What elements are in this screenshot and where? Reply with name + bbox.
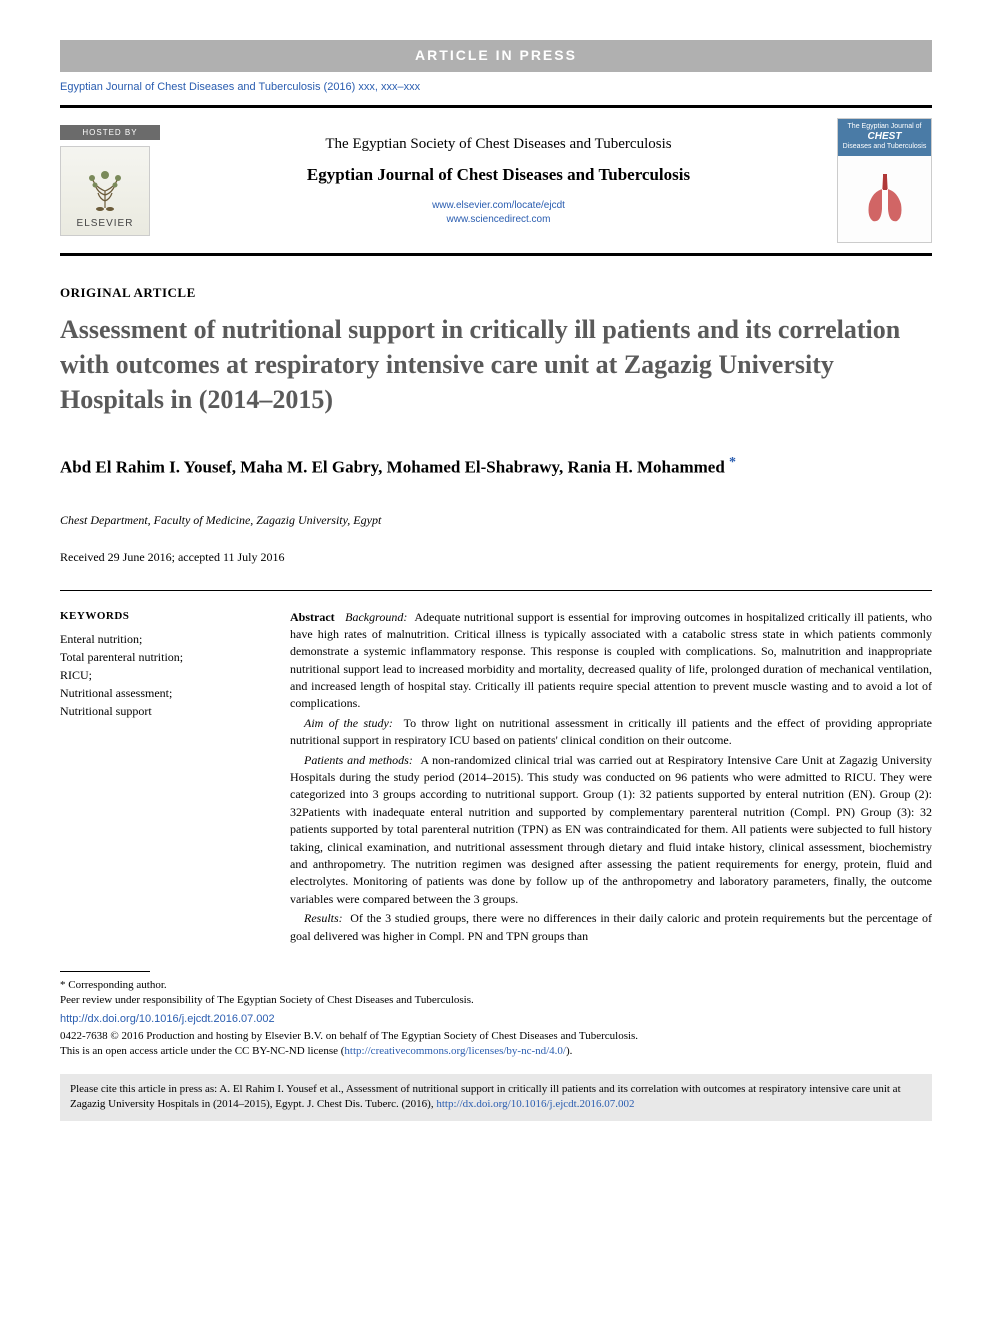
author-list: Abd El Rahim I. Yousef, Maha M. El Gabry…: [60, 453, 932, 479]
keyword-item: Nutritional assessment;: [60, 684, 250, 702]
copyright-line-2: This is an open access article under the…: [60, 1044, 932, 1059]
page-container: ARTICLE IN PRESS Egyptian Journal of Che…: [0, 0, 992, 1141]
corresponding-label: Corresponding author.: [68, 979, 166, 991]
abstract-label: Abstract: [290, 610, 335, 624]
abstract-results: Results: Of the 3 studied groups, there …: [290, 910, 932, 945]
keywords-list: Enteral nutrition; Total parenteral nutr…: [60, 630, 250, 720]
abstract-aim-heading: Aim of the study:: [304, 716, 393, 730]
footnote-block: * Corresponding author. Peer review unde…: [60, 978, 932, 1009]
article-title: Assessment of nutritional support in cri…: [60, 312, 932, 417]
keywords-column: KEYWORDS Enteral nutrition; Total parent…: [60, 609, 250, 947]
affiliation: Chest Department, Faculty of Medicine, Z…: [60, 512, 932, 529]
elsevier-logo: ELSEVIER: [60, 146, 150, 236]
cover-line3: Diseases and Tuberculosis: [842, 143, 927, 151]
journal-header: HOSTED BY ELSEVIER The Egyptian Society …: [60, 105, 932, 256]
cc-post-text: ).: [566, 1045, 572, 1057]
abstract-text-column: Abstract Background: Adequate nutritiona…: [290, 609, 932, 947]
journal-cover-thumbnail: The Egyptian Journal of CHEST Diseases a…: [837, 118, 932, 243]
cover-title: The Egyptian Journal of CHEST Diseases a…: [838, 119, 931, 156]
header-center: The Egyptian Society of Chest Diseases a…: [180, 134, 817, 227]
abstract-background-heading: Background:: [345, 610, 407, 624]
copyright-block: 0422-7638 © 2016 Production and hosting …: [60, 1029, 932, 1060]
abstract-methods: Patients and methods: A non-randomized c…: [290, 752, 932, 909]
cover-line1: The Egyptian Journal of: [842, 123, 927, 131]
journal-homepage-link[interactable]: www.elsevier.com/locate/ejcdt: [180, 199, 817, 213]
divider-rule: [60, 590, 932, 591]
peer-review-footnote: Peer review under responsibility of The …: [60, 993, 932, 1008]
sciencedirect-link[interactable]: www.sciencedirect.com: [180, 213, 817, 227]
copyright-line-1: 0422-7638 © 2016 Production and hosting …: [60, 1029, 932, 1044]
authors-text: Abd El Rahim I. Yousef, Maha M. El Gabry…: [60, 458, 725, 477]
elsevier-tree-icon: [80, 163, 130, 213]
journal-name: Egyptian Journal of Chest Diseases and T…: [180, 163, 817, 187]
cover-line2: CHEST: [842, 131, 927, 143]
abstract-methods-text: A non-randomized clinical trial was carr…: [290, 753, 932, 906]
keyword-item: Total parenteral nutrition;: [60, 648, 250, 666]
cc-license-link[interactable]: http://creativecommons.org/licenses/by-n…: [344, 1045, 566, 1057]
footnote-rule: [60, 971, 150, 972]
abstract-background-text: Adequate nutritional support is essentia…: [290, 610, 932, 711]
citation-doi-link[interactable]: http://dx.doi.org/10.1016/j.ejcdt.2016.0…: [436, 1098, 634, 1110]
abstract-aim: Aim of the study: To throw light on nutr…: [290, 715, 932, 750]
keywords-heading: KEYWORDS: [60, 609, 250, 624]
keyword-item: RICU;: [60, 666, 250, 684]
cover-image-area: [838, 156, 931, 242]
keyword-item: Enteral nutrition;: [60, 630, 250, 648]
abstract-results-heading: Results:: [304, 911, 343, 925]
lung-icon: [855, 169, 915, 229]
corresponding-author-footnote: * Corresponding author.: [60, 978, 932, 993]
abstract-results-text: Of the 3 studied groups, there were no d…: [290, 911, 932, 942]
citation-box: Please cite this article in press as: A.…: [60, 1074, 932, 1121]
corresponding-author-marker[interactable]: *: [729, 455, 736, 470]
doi-link[interactable]: http://dx.doi.org/10.1016/j.ejcdt.2016.0…: [60, 1013, 275, 1025]
article-type-label: ORIGINAL ARTICLE: [60, 284, 932, 302]
abstract-background: Abstract Background: Adequate nutritiona…: [290, 609, 932, 713]
keyword-item: Nutritional support: [60, 702, 250, 720]
article-in-press-banner: ARTICLE IN PRESS: [60, 40, 932, 72]
article-dates: Received 29 June 2016; accepted 11 July …: [60, 549, 932, 566]
hosted-by-label: HOSTED BY: [60, 125, 160, 140]
society-name: The Egyptian Society of Chest Diseases a…: [180, 134, 817, 155]
journal-links: www.elsevier.com/locate/ejcdt www.scienc…: [180, 199, 817, 227]
abstract-methods-heading: Patients and methods:: [304, 753, 413, 767]
running-citation: Egyptian Journal of Chest Diseases and T…: [60, 80, 932, 95]
elsevier-wordmark: ELSEVIER: [77, 217, 134, 231]
cc-pre-text: This is an open access article under the…: [60, 1045, 344, 1057]
abstract-container: KEYWORDS Enteral nutrition; Total parent…: [60, 609, 932, 947]
hosted-by-block: HOSTED BY ELSEVIER: [60, 125, 160, 236]
